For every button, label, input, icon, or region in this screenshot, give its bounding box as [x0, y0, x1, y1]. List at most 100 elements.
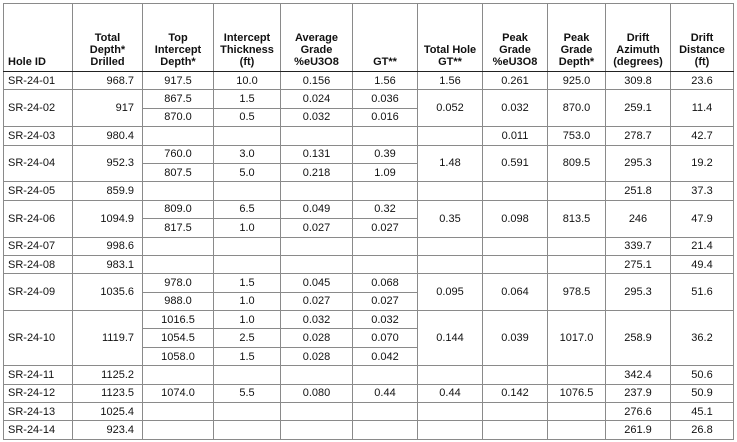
drift-distance: 36.2 [670, 310, 734, 367]
column-header: Average Grade %eU3O8 [280, 3, 353, 72]
peak-grade-depth [547, 420, 606, 440]
hole-id: SR-24-09 [3, 273, 73, 312]
table-row: SR-24-08 983.1 275.1 49.4 [3, 254, 734, 275]
column-header: Intercept Thickness (ft) [213, 3, 281, 72]
hole-id: SR-24-03 [3, 126, 73, 146]
top-intercept-depth: 817.5 [142, 218, 214, 238]
peak-grade-depth [547, 254, 606, 275]
peak-grade-depth [547, 365, 606, 385]
total-depth: 1119.7 [72, 310, 143, 367]
peak-grade [482, 254, 548, 275]
top-intercept-depth [142, 236, 214, 256]
gt: 1.56 [352, 70, 418, 91]
drift-distance: 49.4 [670, 254, 734, 275]
total-hole-gt [417, 181, 483, 201]
total-hole-gt: 1.48 [417, 144, 483, 183]
top-intercept-depth: 978.0 [142, 273, 214, 293]
average-grade: 0.028 [280, 346, 353, 367]
top-intercept-depth: 1074.0 [142, 383, 214, 404]
top-intercept-depth [142, 254, 214, 275]
drift-azimuth: 259.1 [605, 89, 671, 128]
intercept-thickness: 5.0 [213, 162, 281, 183]
peak-grade-depth: 925.0 [547, 70, 606, 91]
table-row: SR-24-05 859.9 251.8 37.3 [3, 181, 734, 201]
average-grade: 0.032 [280, 310, 353, 330]
drift-azimuth: 261.9 [605, 420, 671, 440]
table-row: SR-24-06 1094.9 809.0 6.5 0.049 0.32 0.35 0.098… [3, 199, 734, 238]
peak-grade [482, 181, 548, 201]
header-row: Hole ID Total Depth* Drilled Top Intercept… [3, 3, 734, 72]
top-intercept-depth: 1058.0 [142, 346, 214, 367]
total-depth: 1035.6 [72, 273, 143, 312]
average-grade [280, 402, 353, 422]
peak-grade: 0.591 [482, 144, 548, 183]
hole-id: SR-24-08 [3, 254, 73, 275]
peak-grade-depth: 753.0 [547, 126, 606, 146]
total-depth: 859.9 [72, 181, 143, 201]
top-intercept-depth: 1016.5 [142, 310, 214, 330]
peak-grade-depth [547, 402, 606, 422]
drift-distance: 50.9 [670, 383, 734, 404]
table-row: 1054.5 2.5 0.028 0.070 [4, 328, 734, 348]
peak-grade-depth [547, 236, 606, 256]
top-intercept-depth [142, 420, 214, 440]
intercept-thickness [213, 254, 281, 275]
column-header: Drift Distance (ft) [670, 3, 734, 72]
total-hole-gt: 1.56 [417, 70, 483, 91]
top-intercept-depth: 870.0 [142, 107, 214, 128]
peak-grade-depth [547, 181, 606, 201]
peak-grade [482, 236, 548, 256]
hole-id: SR-24-14 [3, 420, 73, 440]
gt: 1.09 [352, 162, 418, 183]
intercept-thickness [213, 402, 281, 422]
top-intercept-depth [142, 181, 214, 201]
gt: 0.036 [352, 89, 418, 109]
drift-azimuth: 258.9 [605, 310, 671, 367]
drift-distance: 42.7 [670, 126, 734, 146]
peak-grade: 0.039 [482, 310, 548, 367]
total-hole-gt [417, 236, 483, 256]
intercept-thickness: 1.5 [213, 89, 281, 109]
intercept-thickness: 1.0 [213, 218, 281, 238]
peak-grade: 0.098 [482, 199, 548, 238]
top-intercept-depth [142, 365, 214, 385]
table-row: SR-24-03 980.4 0.011 753.0 278.7 42.7 [3, 126, 734, 146]
average-grade: 0.027 [280, 218, 353, 238]
gt [352, 236, 418, 256]
peak-grade [482, 402, 548, 422]
intercept-thickness: 2.5 [213, 328, 281, 348]
average-grade [280, 126, 353, 146]
table-body: SR-24-01 968.7 917.5 10.0 0.156 1.56 1.56 0.261… [3, 70, 734, 440]
gt [352, 181, 418, 201]
column-header: Total Depth* Drilled [72, 3, 143, 72]
gt: 0.027 [352, 218, 418, 238]
average-grade: 0.045 [280, 273, 353, 293]
intercept-thickness [213, 420, 281, 440]
top-intercept-depth: 867.5 [142, 89, 214, 109]
drift-azimuth: 251.8 [605, 181, 671, 201]
drift-azimuth: 278.7 [605, 126, 671, 146]
gt [352, 420, 418, 440]
top-intercept-depth: 917.5 [142, 70, 214, 91]
drift-azimuth: 339.7 [605, 236, 671, 256]
table-row: 988.0 1.0 0.027 0.027 [4, 291, 734, 312]
intercept-thickness: 10.0 [213, 70, 281, 91]
table-row: SR-24-10 1119.7 1016.5 1.0 0.032 0.032 0.144 0.… [3, 310, 734, 367]
hole-id: SR-24-07 [3, 236, 73, 256]
drift-distance: 50.6 [670, 365, 734, 385]
drift-distance: 47.9 [670, 199, 734, 238]
table-row: SR-24-07 998.6 339.7 21.4 [3, 236, 734, 256]
table-row: SR-24-13 1025.4 276.6 45.1 [3, 402, 734, 422]
peak-grade: 0.011 [482, 126, 548, 146]
drift-azimuth: 342.4 [605, 365, 671, 385]
hole-id: SR-24-04 [3, 144, 73, 183]
hole-id: SR-24-06 [3, 199, 73, 238]
peak-grade-depth: 978.5 [547, 273, 606, 312]
drill-results-table: Hole ID Total Depth* Drilled Top Intercept… [3, 3, 734, 440]
drift-azimuth: 237.9 [605, 383, 671, 404]
gt: 0.032 [352, 310, 418, 330]
column-header: Drift Azimuth (degrees) [605, 3, 671, 72]
top-intercept-depth: 807.5 [142, 162, 214, 183]
gt: 0.027 [352, 291, 418, 312]
